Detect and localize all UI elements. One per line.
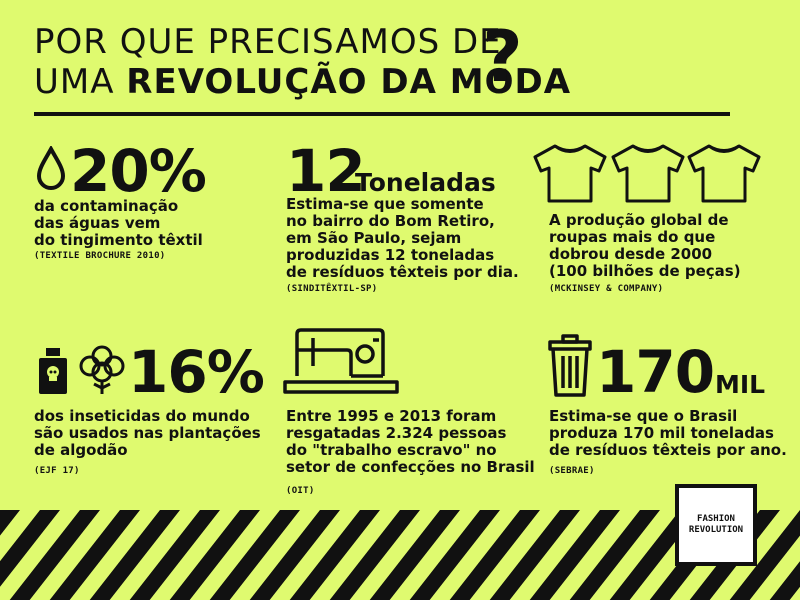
- stat-slavery-source: (OIT): [286, 486, 315, 496]
- text-line: Entre 1995 e 2013 foram: [286, 407, 497, 425]
- text-line: dobrou desde 2000: [549, 245, 713, 263]
- text-line: (100 bilhões de peças): [549, 262, 741, 280]
- trash-can-icon: [548, 334, 592, 397]
- water-drop-icon: [36, 146, 66, 190]
- text-line: Estima-se que o Brasil: [549, 407, 738, 425]
- stat-slavery-text: Entre 1995 e 2013 foram resgatadas 2.324…: [286, 408, 535, 476]
- text-line: no bairro do Bom Retiro,: [286, 212, 495, 230]
- stat-12-source: (SINDITÊXTIL-SP): [286, 284, 378, 294]
- stat-production-source: (MCKINSEY & COMPANY): [549, 284, 664, 294]
- text-line: dos inseticidas do mundo: [34, 407, 250, 425]
- text-line: produzidas 12 toneladas: [286, 246, 495, 264]
- stat-170-text: Estima-se que o Brasil produza 170 mil t…: [549, 408, 787, 459]
- stat-12-unit: Toneladas: [355, 168, 496, 197]
- logo-line-2: REVOLUTION: [688, 525, 744, 535]
- stat-170-source: (SEBRAE): [549, 466, 595, 476]
- text-line: setor de confecções no Brasil: [286, 458, 535, 476]
- logo-line-1: FASHION: [697, 514, 735, 524]
- stat-170: 170: [596, 338, 715, 406]
- text-line: em São Paulo, sejam: [286, 229, 462, 247]
- text-line: resgatadas 2.324 pessoas: [286, 424, 507, 442]
- text-line: da contaminação: [34, 197, 179, 215]
- text-line: do tingimento têxtil: [34, 231, 203, 249]
- stat-12-text: Estima-se que somente no bairro do Bom R…: [286, 196, 519, 281]
- title-divider: [34, 112, 730, 116]
- sewing-machine-icon: [283, 328, 399, 394]
- poison-bottle-icon: [39, 348, 67, 394]
- text-line: de algodão: [34, 441, 128, 459]
- text-line: Estima-se que somente: [286, 195, 484, 213]
- fashion-revolution-logo: FASHION REVOLUTION: [675, 484, 757, 566]
- stat-production-text: A produção global de roupas mais do que …: [549, 212, 741, 280]
- text-line: do "trabalho escravo" no: [286, 441, 497, 459]
- title-line-1: POR QUE PRECISAMOS DE: [34, 22, 502, 62]
- stat-20-text: da contaminação das águas vem do tingime…: [34, 198, 203, 249]
- title-prefix: UMA: [34, 62, 127, 102]
- title-line-2: UMA REVOLUÇÃO DA MODA: [34, 62, 571, 102]
- question-mark: ?: [482, 16, 523, 98]
- text-line: A produção global de: [549, 211, 729, 229]
- stat-12: 12: [286, 137, 366, 205]
- text-line: das águas vem: [34, 214, 161, 232]
- text-line: de resíduos têxteis por ano.: [549, 441, 787, 459]
- tshirt-icon: [533, 144, 761, 203]
- stat-20-percent: 20%: [70, 137, 207, 205]
- stat-16-source: (EJF 17): [34, 466, 80, 476]
- stat-170-unit: MIL: [715, 370, 766, 399]
- title-bold: REVOLUÇÃO DA MODA: [126, 62, 572, 102]
- stat-16-text: dos inseticidas do mundo são usados nas …: [34, 408, 261, 459]
- text-line: de resíduos têxteis por dia.: [286, 263, 519, 281]
- text-line: produza 170 mil toneladas: [549, 424, 774, 442]
- stat-20-source: (TEXTILE BROCHURE 2010): [34, 251, 166, 261]
- cotton-plant-icon: [79, 345, 125, 394]
- stat-16-percent: 16%: [128, 338, 265, 406]
- diagonal-stripe-band: [0, 510, 800, 600]
- text-line: roupas mais do que: [549, 228, 716, 246]
- text-line: são usados nas plantações: [34, 424, 261, 442]
